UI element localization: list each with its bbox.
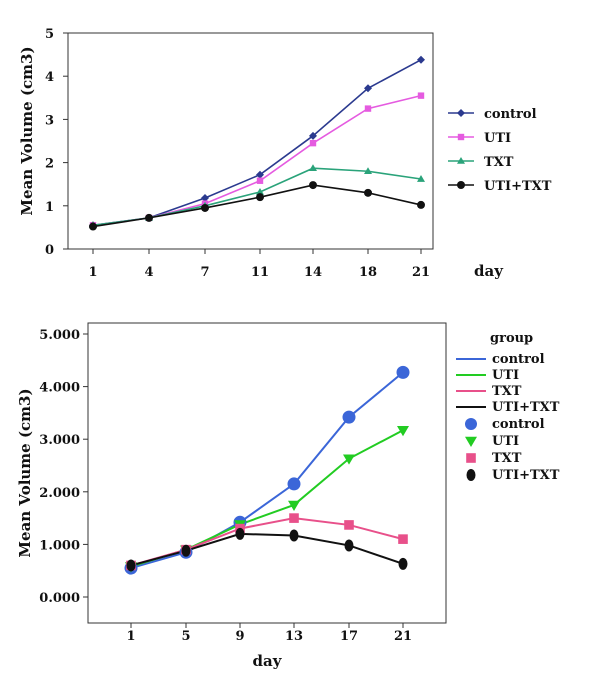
chart-1-x-tick-label: 1 xyxy=(88,265,97,280)
chart-2: 0.000 1.000 2.000 3.000 4.000 5.000 1 5 9 13 17 21 d… xyxy=(16,322,560,670)
chart-1-y-tick-label: 0 xyxy=(45,243,54,258)
chart-2-data-point xyxy=(396,365,410,379)
chart-2-plot-frame xyxy=(87,322,447,624)
chart-1-data-point xyxy=(256,177,264,184)
chart-1-data-point xyxy=(417,92,425,99)
chart-2-data-point xyxy=(398,534,408,544)
chart-2-legend-marker xyxy=(465,418,477,430)
chart-1-data-point xyxy=(145,213,153,222)
chart-1-x-axis-title: day xyxy=(474,262,504,280)
chart-1-x-tick-label: 14 xyxy=(304,265,322,280)
chart-1-x-tick-label: 21 xyxy=(412,265,430,280)
chart-1-data-point xyxy=(256,187,264,195)
chart-1-legend-marker xyxy=(457,157,465,164)
chart-1-y-tick-label: 3 xyxy=(45,113,54,128)
chart-2-legend-label: UTI xyxy=(492,434,519,449)
chart-1-data-point xyxy=(417,200,425,209)
chart-2-data-point xyxy=(344,520,354,530)
chart-2-data-point xyxy=(342,410,356,424)
chart-1-data-point xyxy=(256,170,264,179)
chart-1-data-point xyxy=(201,194,209,203)
chart-2-data-point xyxy=(287,477,301,491)
chart-2-legend-label: UTI xyxy=(492,368,519,383)
chart-1-x-tick-label: 18 xyxy=(359,265,377,280)
chart-2-y-tick-label: 1.000 xyxy=(39,538,80,553)
chart-1-data-point xyxy=(201,203,209,212)
chart-1-series-line xyxy=(92,59,422,227)
chart-2-data-point xyxy=(288,500,300,511)
chart-2-legend-label: UTI+TXT xyxy=(492,400,560,415)
chart-1-y-tick-label: 1 xyxy=(45,200,54,215)
chart-1-data-point xyxy=(417,175,425,182)
chart-2-data-point xyxy=(126,559,136,572)
chart-1-data-point xyxy=(364,105,372,112)
chart-2-y-tick-label: 5.000 xyxy=(39,328,80,343)
chart-1-legend-marker xyxy=(457,109,465,117)
chart-2-data-point xyxy=(181,544,191,557)
chart-2-series-line xyxy=(130,517,404,567)
chart-1-x-tick-label: 4 xyxy=(144,265,153,280)
chart-2-legend-label: control xyxy=(492,352,545,367)
chart-1-data-point xyxy=(309,131,317,140)
chart-2-x-tick-label: 9 xyxy=(235,629,244,644)
chart-2-legend-marker xyxy=(466,469,476,481)
chart-2-series-line xyxy=(130,371,404,570)
chart-1-legend-marker xyxy=(457,133,465,141)
chart-2-legend-label: control xyxy=(492,417,545,432)
chart-2-x-axis-title: day xyxy=(253,652,283,670)
chart-1-legend-label: UTI+TXT xyxy=(484,179,552,194)
chart-2-series-line xyxy=(130,429,404,568)
chart-2-x-tick-label: 17 xyxy=(340,629,358,644)
chart-1-data-point xyxy=(364,188,372,197)
chart-1-legend-label: control xyxy=(484,107,537,122)
chart-1-data-point xyxy=(309,139,317,147)
chart-2-y-tick-label: 0.000 xyxy=(39,591,80,606)
chart-1-data-point xyxy=(309,181,317,190)
chart-1-series-line xyxy=(92,184,422,228)
chart-1-data-point xyxy=(364,167,372,175)
chart-2-x-tick-label: 13 xyxy=(285,629,303,644)
chart-1-legend-label: TXT xyxy=(484,155,514,170)
chart-2-data-point xyxy=(397,426,409,437)
chart-1-y-axis-title: Mean Volume (cm3) xyxy=(18,46,36,215)
chart-1-legend-marker xyxy=(457,181,465,189)
chart-2-legend-label: TXT xyxy=(492,451,522,466)
chart-2-legend-marker xyxy=(465,436,477,447)
chart-2-x-tick-label: 5 xyxy=(181,629,190,644)
chart-1-plot-frame xyxy=(67,32,434,250)
chart-2-y-axis-title: Mean Volume (cm3) xyxy=(16,388,34,557)
chart-2-y-tick-label: 4.000 xyxy=(39,381,80,396)
chart-2-legend-marker xyxy=(466,453,476,463)
chart-1-data-point xyxy=(256,193,264,202)
chart-2-y-tick-label: 2.000 xyxy=(39,486,80,501)
chart-1-y-tick-label: 4 xyxy=(45,70,54,85)
chart-1-y-tick-label: 5 xyxy=(45,27,54,42)
chart-2-legend-label: TXT xyxy=(492,384,522,399)
chart-2-x-tick-label: 1 xyxy=(126,629,135,644)
chart-2-data-point xyxy=(289,529,299,542)
chart-2-data-point xyxy=(289,513,299,523)
chart-2-y-tick-label: 3.000 xyxy=(39,433,80,448)
chart-1-data-point xyxy=(417,55,425,64)
chart-1-x-tick-label: 11 xyxy=(251,265,269,280)
chart-1-data-point xyxy=(309,164,317,172)
chart-2-legend-label: UTI+TXT xyxy=(492,468,560,483)
chart-2-legend-title: group xyxy=(490,331,533,346)
chart-2-data-point xyxy=(344,539,354,552)
chart-2-x-tick-label: 21 xyxy=(394,629,412,644)
chart-2-data-point xyxy=(398,557,408,570)
chart-1-data-point xyxy=(89,222,97,231)
chart-1-legend-label: UTI xyxy=(484,131,511,146)
chart-1-data-point xyxy=(364,84,372,93)
chart-1-series-line xyxy=(92,94,422,227)
chart-2-data-point xyxy=(343,454,355,465)
chart-2-series-line xyxy=(130,532,404,567)
chart-1-x-tick-label: 7 xyxy=(200,265,209,280)
chart-2-data-point xyxy=(235,527,245,540)
chart-1-y-tick-label: 2 xyxy=(45,157,54,172)
